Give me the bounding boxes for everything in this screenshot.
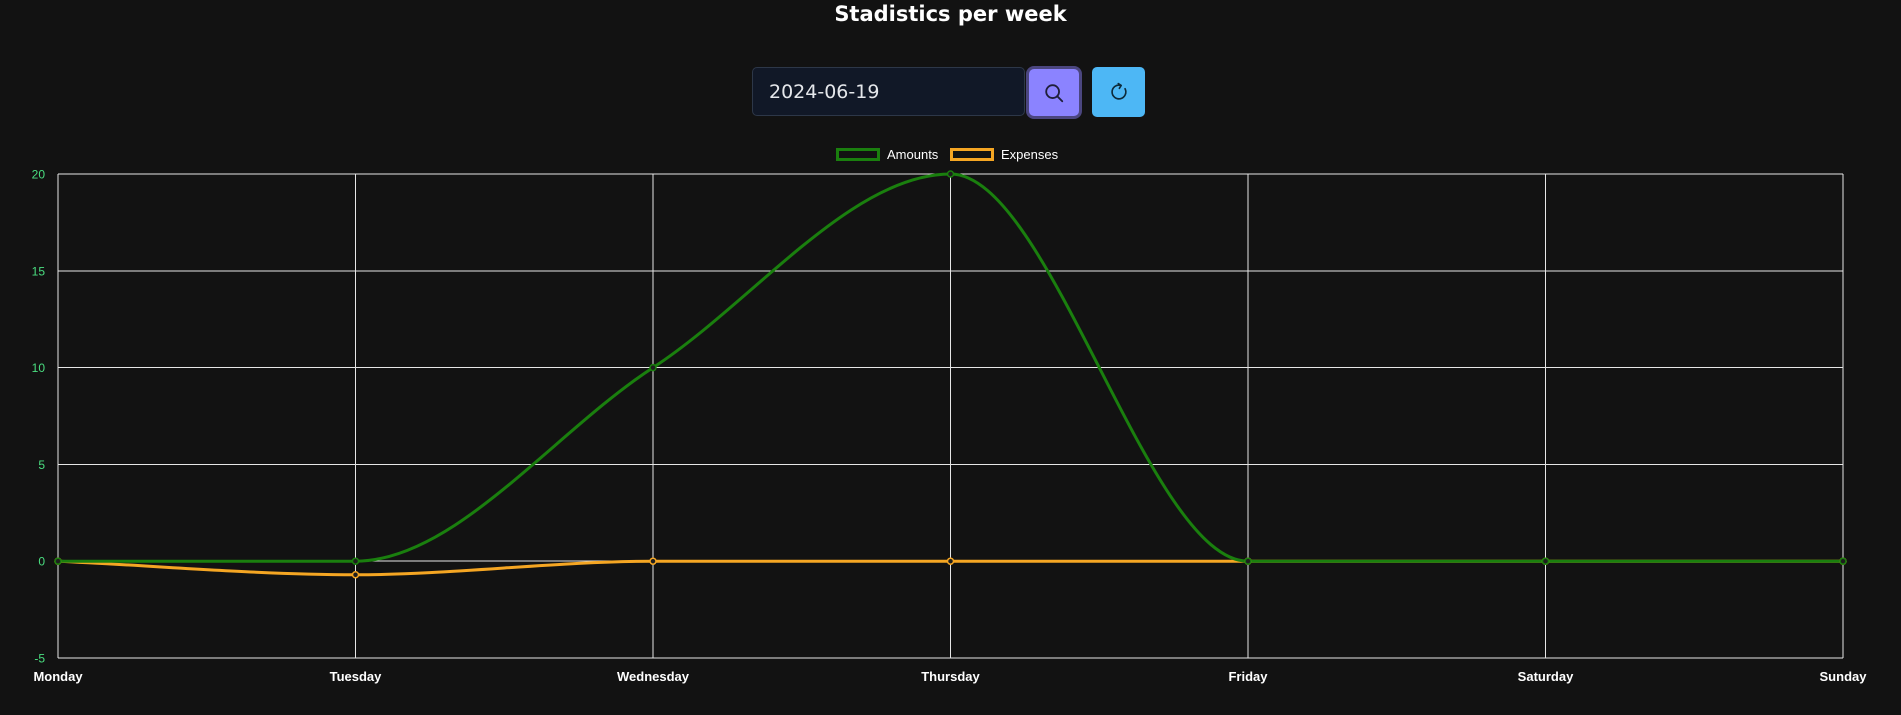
data-point-expenses — [946, 557, 955, 565]
y-tick-label: 0 — [38, 555, 45, 569]
legend-item-amounts[interactable]: Amounts — [836, 147, 938, 162]
x-tick-label: Wednesday — [617, 669, 690, 684]
x-tick-label: Saturday — [1518, 669, 1574, 684]
series-line-amounts — [57, 172, 1843, 563]
chart-legend: Amounts Expenses — [0, 147, 1901, 165]
data-point-expenses — [351, 571, 360, 579]
x-tick-label: Monday — [33, 669, 83, 684]
legend-label-expenses: Expenses — [1001, 147, 1059, 162]
refresh-button[interactable] — [1092, 67, 1145, 117]
search-icon — [1045, 83, 1064, 102]
y-tick-label: 15 — [32, 264, 46, 278]
legend-swatch-expenses — [950, 148, 994, 161]
x-tick-label: Thursday — [921, 669, 980, 684]
x-tick-label: Tuesday — [330, 669, 383, 684]
y-tick-label: 10 — [32, 361, 46, 375]
data-point-amounts — [351, 557, 360, 565]
data-point-amounts — [649, 363, 657, 372]
data-point-amounts — [946, 170, 955, 178]
legend-label-amounts: Amounts — [887, 147, 939, 162]
date-input[interactable] — [752, 67, 1025, 116]
page-title: Stadistics per week — [834, 2, 1067, 26]
data-point-amounts — [1839, 557, 1847, 565]
legend-swatch-amounts — [836, 148, 880, 161]
data-point-amounts — [1541, 557, 1550, 565]
data-point-amounts — [1244, 557, 1252, 565]
y-tick-label: 20 — [32, 168, 46, 182]
y-tick-label: 5 — [38, 458, 45, 472]
search-button[interactable] — [1026, 66, 1082, 119]
data-point-amounts — [54, 557, 62, 565]
y-tick-label: -5 — [34, 652, 45, 666]
legend-item-expenses[interactable]: Expenses — [950, 147, 1058, 162]
x-tick-label: Sunday — [1820, 669, 1868, 684]
refresh-icon — [1110, 82, 1127, 100]
x-tick-label: Friday — [1228, 669, 1268, 684]
data-point-expenses — [649, 557, 657, 565]
